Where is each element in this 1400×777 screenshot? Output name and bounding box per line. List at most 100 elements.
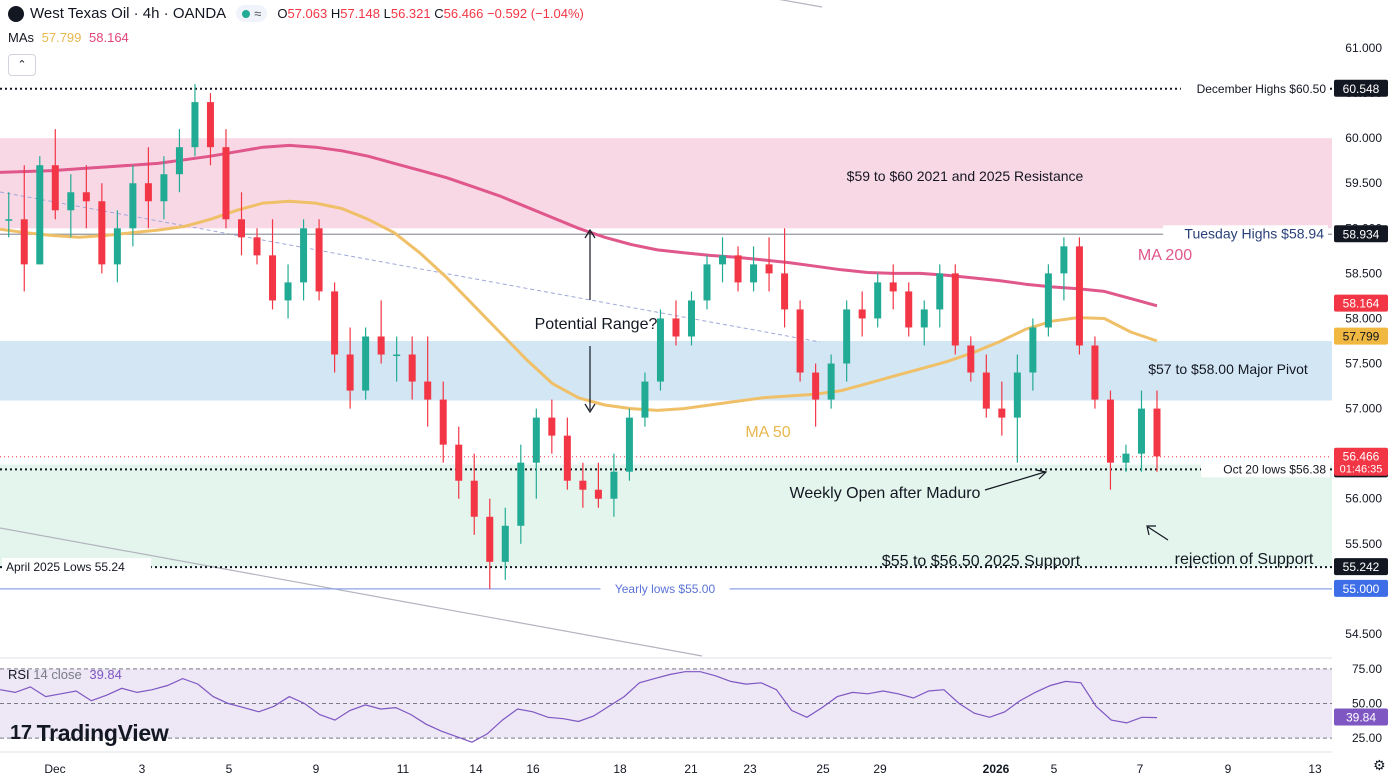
level-price-tag: [1334, 79, 1388, 97]
time-axis: Dec 3 5 9 11 14 16 18 21 23 25 29 2026 5 7 9 13: [0, 751, 1332, 776]
annotation-4: Weekly Open after Maduro: [790, 485, 981, 502]
candle-body: [113, 228, 121, 265]
level-price-tag: [1334, 558, 1388, 576]
candle-body: [687, 300, 695, 337]
x-tick-label: 18: [613, 762, 627, 776]
collapse-legend-button[interactable]: ⌃: [8, 54, 36, 76]
candle-body: [656, 318, 664, 382]
y-tick-label: 58.500: [1345, 266, 1382, 280]
rsi-title: RSI: [8, 667, 30, 682]
range-arrow-down-head: [584, 403, 596, 414]
price-tag: [1334, 327, 1388, 345]
tradingview-mark-icon: 17: [10, 722, 32, 744]
candle-body: [548, 417, 556, 436]
level-label-bg-1: [1180, 79, 1330, 97]
range-arrow-up-head: [584, 228, 596, 239]
candle-body: [5, 219, 13, 221]
x-tick-label: 9: [1225, 762, 1232, 776]
candle-body: [920, 309, 928, 328]
level-label-5: Yearly lows $55.00: [615, 582, 716, 596]
level-price-tag: [1334, 579, 1388, 597]
candle-body: [455, 444, 463, 481]
candle-body: [51, 165, 59, 211]
rejection-arrow: [1147, 526, 1169, 541]
candle-body: [470, 480, 478, 517]
rsi-value-tag-text: 39.84: [1346, 711, 1376, 725]
market-status-pill[interactable]: ≈: [236, 5, 268, 22]
candle-body: [129, 183, 137, 229]
candle-body: [827, 363, 835, 400]
candle-body: [1075, 246, 1083, 346]
rsi-tick-label: 50.00: [1352, 697, 1382, 711]
x-tick-label: 5: [226, 762, 233, 776]
tradingview-logo[interactable]: 17 TradingView: [10, 720, 169, 747]
chart-header: West Texas Oil · 4h · OANDA ≈ O57.063 H5…: [8, 5, 584, 22]
rsi-legend[interactable]: RSI 14 close 39.84: [8, 667, 122, 682]
rsi-tick-label: 75.00: [1352, 662, 1382, 676]
candle-body: [175, 147, 183, 175]
candle-body: [98, 201, 106, 265]
candle-body: [889, 282, 897, 292]
annotation-5: rejection of Support: [1175, 551, 1314, 568]
candle-body: [1060, 246, 1068, 274]
annotation-2: MA 200: [1138, 247, 1192, 264]
x-tick-label: 16: [526, 762, 540, 776]
candle-body: [532, 417, 540, 463]
candle-body: [936, 273, 944, 310]
y-tick-label: 55.500: [1345, 537, 1382, 551]
annotations-layer: [584, 228, 1169, 541]
y-tick-label: 58.000: [1345, 311, 1382, 325]
candle-body: [1091, 345, 1099, 400]
candle-body: [610, 471, 618, 499]
candle-body: [641, 381, 649, 418]
tradingview-wordmark: TradingView: [36, 720, 169, 746]
candle-body: [82, 192, 90, 202]
candle-body: [408, 354, 416, 382]
level-label-4: April 2025 Lows 55.24: [6, 560, 125, 574]
rsi-current-value: 39.84: [89, 667, 122, 682]
candle-body: [703, 264, 711, 301]
candle-body: [160, 174, 168, 202]
symbol-title[interactable]: West Texas Oil · 4h · OANDA: [30, 5, 227, 22]
ma-line-50: [0, 199, 1158, 412]
candle-body: [67, 192, 75, 211]
price-tag-text: 57.799: [1343, 330, 1380, 344]
candle-body: [625, 417, 633, 472]
candle-body: [874, 282, 882, 319]
trendlines-layer: [0, 0, 823, 657]
candle-body: [1044, 273, 1052, 328]
moving-averages-layer: [0, 143, 1158, 412]
candle-body: [501, 525, 509, 562]
x-tick-label: 2026: [983, 762, 1010, 776]
candle-body: [517, 462, 525, 526]
market-open-icon: [242, 9, 251, 18]
candle-body: [439, 399, 447, 445]
level-label-bg-2: [1163, 225, 1328, 243]
settings-gear-icon[interactable]: ⚙: [1373, 757, 1386, 773]
level-label-bg-5: [600, 579, 730, 597]
x-tick-label: 5: [1051, 762, 1058, 776]
price-axis-bg: [1334, 0, 1400, 777]
ma-legend[interactable]: MAs 57.799 58.164: [8, 30, 129, 45]
x-tick-label: 14: [469, 762, 483, 776]
zone-label-3: $55 to $56.50 2025 Support: [882, 553, 1081, 570]
candle-body: [331, 291, 339, 355]
candle-body: [594, 489, 602, 499]
level-label-2: Tuesday Highs $58.94: [1184, 225, 1324, 241]
rsi-params: 14 close: [33, 667, 82, 682]
rejection-arrow-head: [1146, 525, 1156, 536]
candle-body: [393, 354, 401, 357]
candle-body: [237, 219, 245, 238]
price-tag-text: 58.164: [1343, 297, 1380, 311]
candle-body: [1013, 372, 1021, 418]
long-trendline-top: [779, 0, 823, 8]
annotation-1: Potential Range?: [535, 316, 658, 333]
rsi-value-tag: [1334, 708, 1388, 726]
x-tick-label: 11: [397, 762, 410, 776]
rsi-tick-label: 25.00: [1352, 731, 1382, 745]
price-change: −0.592 (−1.04%): [487, 6, 584, 21]
candles-layer: [5, 84, 1161, 589]
chevron-up-icon: ⌃: [17, 59, 27, 71]
candle-body: [300, 228, 308, 283]
